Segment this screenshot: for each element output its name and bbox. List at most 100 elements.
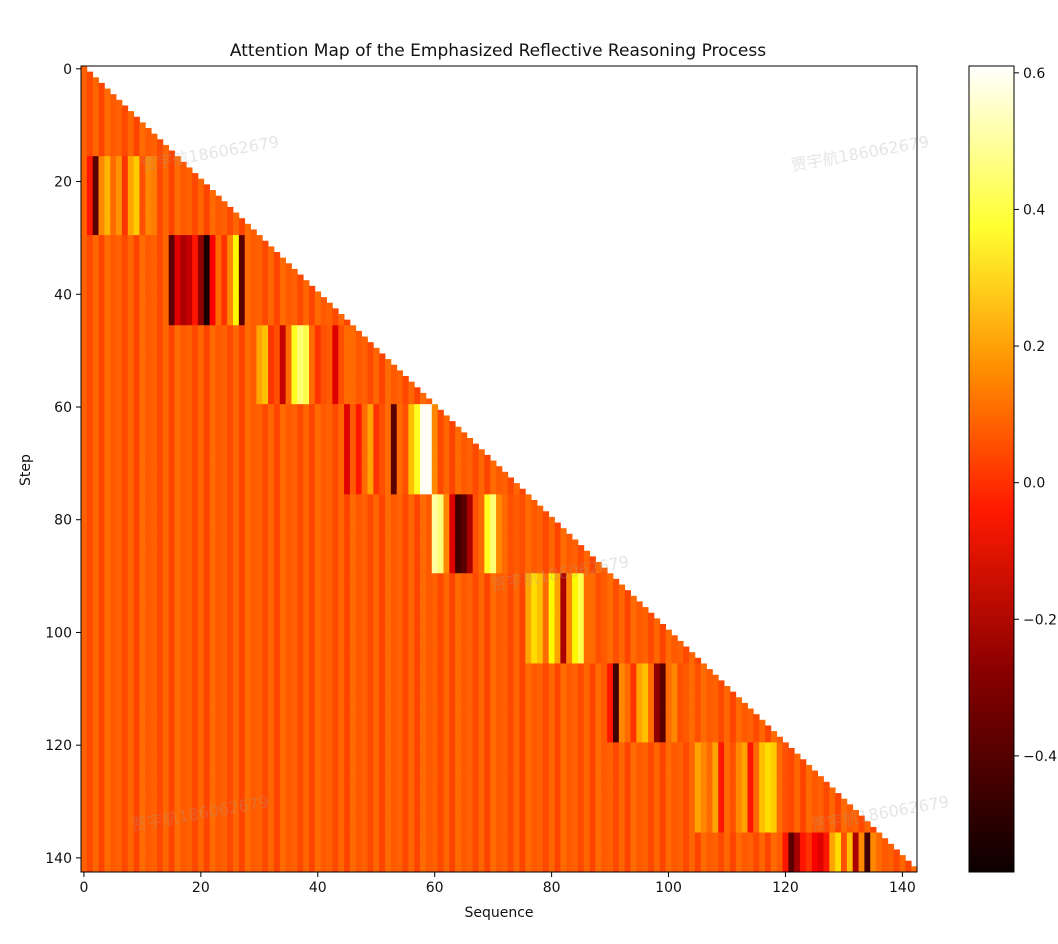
heatmap-cell-run <box>151 229 158 236</box>
heatmap-cell-run <box>367 392 374 399</box>
heatmap-cell-run <box>273 443 281 450</box>
heatmap-cell-run <box>420 522 427 529</box>
heatmap-cell-run <box>250 488 257 495</box>
heatmap-cell-run <box>279 595 287 602</box>
heatmap-cell-run <box>490 624 497 631</box>
heatmap-cell-run <box>566 545 573 552</box>
heatmap-cell-run <box>192 274 199 281</box>
heatmap-cell-run <box>285 494 292 501</box>
heatmap-cell-run <box>215 466 222 473</box>
heatmap-cell-run <box>268 342 275 349</box>
heatmap-cell-run <box>221 223 228 230</box>
heatmap-cell-run <box>466 494 474 501</box>
heatmap-cell-run <box>291 595 298 602</box>
heatmap-cell-run <box>349 511 357 518</box>
heatmap-cell-run <box>133 240 140 247</box>
heatmap-cell-run <box>501 471 509 478</box>
heatmap-cell-run <box>238 460 246 467</box>
heatmap-cell-run <box>309 302 316 309</box>
heatmap-cell-run <box>297 319 304 326</box>
heatmap-cell-run <box>238 522 246 529</box>
heatmap-cell-run <box>98 387 105 394</box>
heatmap-cell-run <box>402 500 409 507</box>
heatmap-cell-run <box>145 252 152 259</box>
heatmap-cell-run <box>420 550 427 557</box>
heatmap-cell-run <box>402 392 409 399</box>
heatmap-cell-run <box>332 590 339 597</box>
heatmap-cell-run <box>98 550 105 557</box>
heatmap-cell-run <box>338 483 345 490</box>
heatmap-cell-run <box>145 415 152 422</box>
heatmap-cell-run <box>361 426 368 433</box>
heatmap-cell-run <box>233 573 240 580</box>
heatmap-cell-run <box>461 556 468 563</box>
heatmap-cell-run <box>344 607 351 614</box>
heatmap-cell-run <box>373 364 380 371</box>
heatmap-cell-run <box>385 488 392 495</box>
heatmap-cell-run <box>291 415 298 422</box>
heatmap-cell-run <box>554 567 561 574</box>
heatmap-cell-run <box>121 133 129 140</box>
heatmap-cell-run <box>250 274 257 281</box>
heatmap-cell-run <box>484 460 491 467</box>
heatmap-cell-run <box>577 550 585 557</box>
heatmap-cell-run <box>180 573 187 580</box>
heatmap-cell-run <box>157 595 164 602</box>
heatmap-cell-run <box>92 573 99 580</box>
heatmap-cell-run <box>303 618 310 625</box>
heatmap-cell-run <box>490 511 497 518</box>
heatmap-cell-run <box>203 353 211 360</box>
heatmap-cell-run <box>244 319 251 326</box>
heatmap-cell-run <box>197 297 205 304</box>
heatmap-cell-run <box>268 607 275 614</box>
heatmap-cell-run <box>262 381 269 388</box>
heatmap-cell-run <box>303 325 310 332</box>
heatmap-cell-run <box>186 364 193 371</box>
heatmap-cell-run <box>133 364 140 371</box>
heatmap-cell-run <box>367 567 374 574</box>
heatmap-cell-run <box>233 240 240 247</box>
heatmap-cell-run <box>186 325 193 332</box>
heatmap-cell-run <box>86 274 94 281</box>
heatmap-cell-run <box>332 477 339 484</box>
heatmap-cell-run <box>250 246 257 253</box>
heatmap-cell-run <box>250 252 257 259</box>
heatmap-cell-run <box>133 460 140 467</box>
heatmap-cell-run <box>513 539 520 546</box>
heatmap-cell-run <box>396 432 403 439</box>
heatmap-cell-run <box>349 460 357 467</box>
heatmap-cell-run <box>151 302 158 309</box>
heatmap-cell-run <box>338 539 345 546</box>
heatmap-cell-run <box>496 550 503 557</box>
heatmap-cell-run <box>303 381 310 388</box>
heatmap-cell-run <box>81 240 88 247</box>
heatmap-cell-run <box>244 438 251 445</box>
heatmap-cell-run <box>110 528 117 535</box>
heatmap-cell-run <box>349 426 357 433</box>
heatmap-cell-run <box>355 505 363 512</box>
heatmap-cell-run <box>279 398 287 405</box>
heatmap-cell-run <box>262 545 269 552</box>
heatmap-cell-run <box>595 562 602 569</box>
heatmap-cell-run <box>349 590 357 597</box>
heatmap-cell-run <box>355 398 363 405</box>
heatmap-cell-run <box>233 347 240 354</box>
heatmap-cell-run <box>461 483 468 490</box>
heatmap-cell-run <box>408 387 415 394</box>
heatmap-cell-run <box>104 392 111 399</box>
heatmap-cell-run <box>104 173 111 180</box>
heatmap-cell-run <box>268 483 275 490</box>
heatmap-cell-run <box>86 257 94 264</box>
heatmap-cell-run <box>273 314 281 321</box>
heatmap-cell-run <box>244 567 251 574</box>
heatmap-cell-run <box>162 280 170 287</box>
heatmap-cell-run <box>560 545 567 552</box>
heatmap-cell-run <box>168 150 175 157</box>
heatmap-cell-run <box>174 156 181 163</box>
heatmap-cell-run <box>133 190 140 197</box>
heatmap-cell-run <box>174 308 181 315</box>
heatmap-cell-run <box>92 612 99 619</box>
heatmap-cell-run <box>285 562 292 569</box>
heatmap-cell-run <box>197 494 205 501</box>
heatmap-cell-run <box>507 528 515 535</box>
